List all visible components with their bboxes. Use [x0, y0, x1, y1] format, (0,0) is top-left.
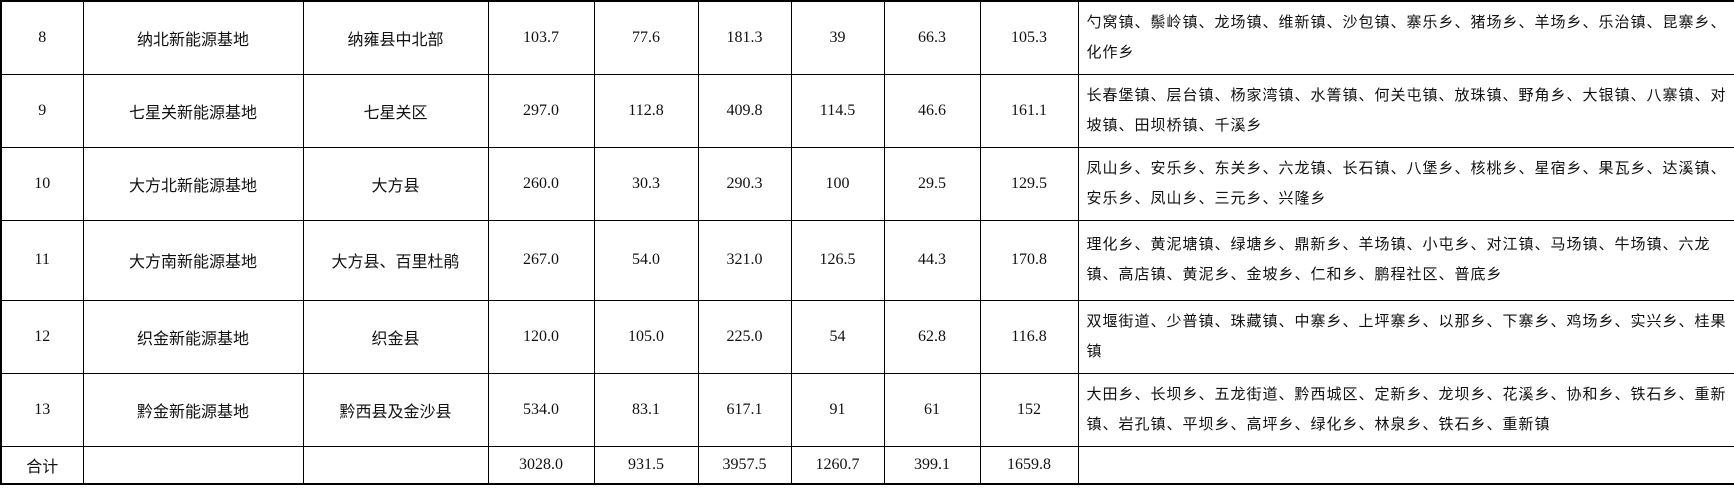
total-row: 合计 3028.0 931.5 3957.5 1260.7 399.1 1659.8 [0, 445, 1734, 485]
value-cell: 409.8 [697, 73, 792, 148]
value-cell: 46.6 [883, 73, 981, 148]
value-cell: 617.1 [697, 372, 792, 447]
value-cell: 321.0 [697, 219, 792, 301]
location-cell: 大方县、百里杜鹃 [302, 219, 489, 301]
towns-cell: 长春堡镇、层台镇、杨家湾镇、水箐镇、何关屯镇、放珠镇、野角乡、大银镇、八寨镇、对… [1077, 73, 1734, 148]
row-number-cell: 12 [0, 299, 84, 374]
value-cell: 83.1 [593, 372, 699, 447]
table-row: 9 七星关新能源基地 七星关区 297.0 112.8 409.8 114.5 46.6 161… [0, 73, 1734, 148]
value-cell: 267.0 [487, 219, 595, 301]
row-number-cell: 9 [0, 73, 84, 148]
value-cell: 39 [790, 0, 885, 75]
base-name-cell: 大方北新能源基地 [82, 146, 304, 221]
table-row: 13 黔金新能源基地 黔西县及金沙县 534.0 83.1 617.1 91 61 152 大田乡… [0, 372, 1734, 447]
total-value: 931.5 [593, 445, 699, 485]
value-cell: 61 [883, 372, 981, 447]
value-cell: 29.5 [883, 146, 981, 221]
empty-cell [302, 445, 489, 485]
location-cell: 大方县 [302, 146, 489, 221]
value-cell: 129.5 [979, 146, 1079, 221]
value-cell: 161.1 [979, 73, 1079, 148]
value-cell: 66.3 [883, 0, 981, 75]
value-cell: 126.5 [790, 219, 885, 301]
value-cell: 103.7 [487, 0, 595, 75]
value-cell: 181.3 [697, 0, 792, 75]
table-row: 10 大方北新能源基地 大方县 260.0 30.3 290.3 100 29.5 129.5 凤… [0, 146, 1734, 221]
value-cell: 170.8 [979, 219, 1079, 301]
base-name-cell: 织金新能源基地 [82, 299, 304, 374]
value-cell: 54.0 [593, 219, 699, 301]
base-name-cell: 纳北新能源基地 [82, 0, 304, 75]
value-cell: 44.3 [883, 219, 981, 301]
towns-cell: 大田乡、长坝乡、五龙街道、黔西城区、定新乡、龙坝乡、花溪乡、协和乡、铁石乡、重新… [1077, 372, 1734, 447]
total-value: 3028.0 [487, 445, 595, 485]
towns-cell: 凤山乡、安乐乡、东关乡、六龙镇、长石镇、八堡乡、核桃乡、星宿乡、果瓦乡、达溪镇、… [1077, 146, 1734, 221]
value-cell: 100 [790, 146, 885, 221]
towns-cell: 理化乡、黄泥塘镇、绿塘乡、鼎新乡、羊场镇、小屯乡、对江镇、马场镇、牛场镇、六龙镇… [1077, 219, 1734, 301]
row-number-cell: 8 [0, 0, 84, 75]
value-cell: 77.6 [593, 0, 699, 75]
towns-cell: 勺窝镇、鬃岭镇、龙场镇、维新镇、沙包镇、寨乐乡、猪场乡、羊场乡、乐治镇、昆寨乡、… [1077, 0, 1734, 75]
value-cell: 112.8 [593, 73, 699, 148]
total-value: 3957.5 [697, 445, 792, 485]
total-label: 合计 [0, 445, 84, 485]
base-name-cell: 大方南新能源基地 [82, 219, 304, 301]
table-row: 11 大方南新能源基地 大方县、百里杜鹃 267.0 54.0 321.0 126.5 44.… [0, 219, 1734, 301]
table-row: 8 纳北新能源基地 纳雍县中北部 103.7 77.6 181.3 39 66.3 105.3 勺… [0, 0, 1734, 75]
value-cell: 91 [790, 372, 885, 447]
row-number-cell: 10 [0, 146, 84, 221]
location-cell: 纳雍县中北部 [302, 0, 489, 75]
base-name-cell: 七星关新能源基地 [82, 73, 304, 148]
value-cell: 152 [979, 372, 1079, 447]
row-number-cell: 11 [0, 219, 84, 301]
value-cell: 30.3 [593, 146, 699, 221]
value-cell: 105.0 [593, 299, 699, 374]
table-row: 12 织金新能源基地 织金县 120.0 105.0 225.0 54 62.8 116.8 双堰… [0, 299, 1734, 374]
value-cell: 297.0 [487, 73, 595, 148]
towns-cell: 双堰街道、少普镇、珠藏镇、中寨乡、上坪寨乡、以那乡、下寨乡、鸡场乡、实兴乡、桂果… [1077, 299, 1734, 374]
location-cell: 七星关区 [302, 73, 489, 148]
value-cell: 62.8 [883, 299, 981, 374]
total-value: 1659.8 [979, 445, 1079, 485]
value-cell: 120.0 [487, 299, 595, 374]
value-cell: 534.0 [487, 372, 595, 447]
value-cell: 105.3 [979, 0, 1079, 75]
empty-cell [82, 445, 304, 485]
value-cell: 225.0 [697, 299, 792, 374]
empty-cell [1077, 445, 1734, 485]
value-cell: 290.3 [697, 146, 792, 221]
location-cell: 织金县 [302, 299, 489, 374]
base-name-cell: 黔金新能源基地 [82, 372, 304, 447]
row-number-cell: 13 [0, 372, 84, 447]
total-value: 1260.7 [790, 445, 885, 485]
value-cell: 116.8 [979, 299, 1079, 374]
value-cell: 54 [790, 299, 885, 374]
total-value: 399.1 [883, 445, 981, 485]
value-cell: 260.0 [487, 146, 595, 221]
value-cell: 114.5 [790, 73, 885, 148]
location-cell: 黔西县及金沙县 [302, 372, 489, 447]
